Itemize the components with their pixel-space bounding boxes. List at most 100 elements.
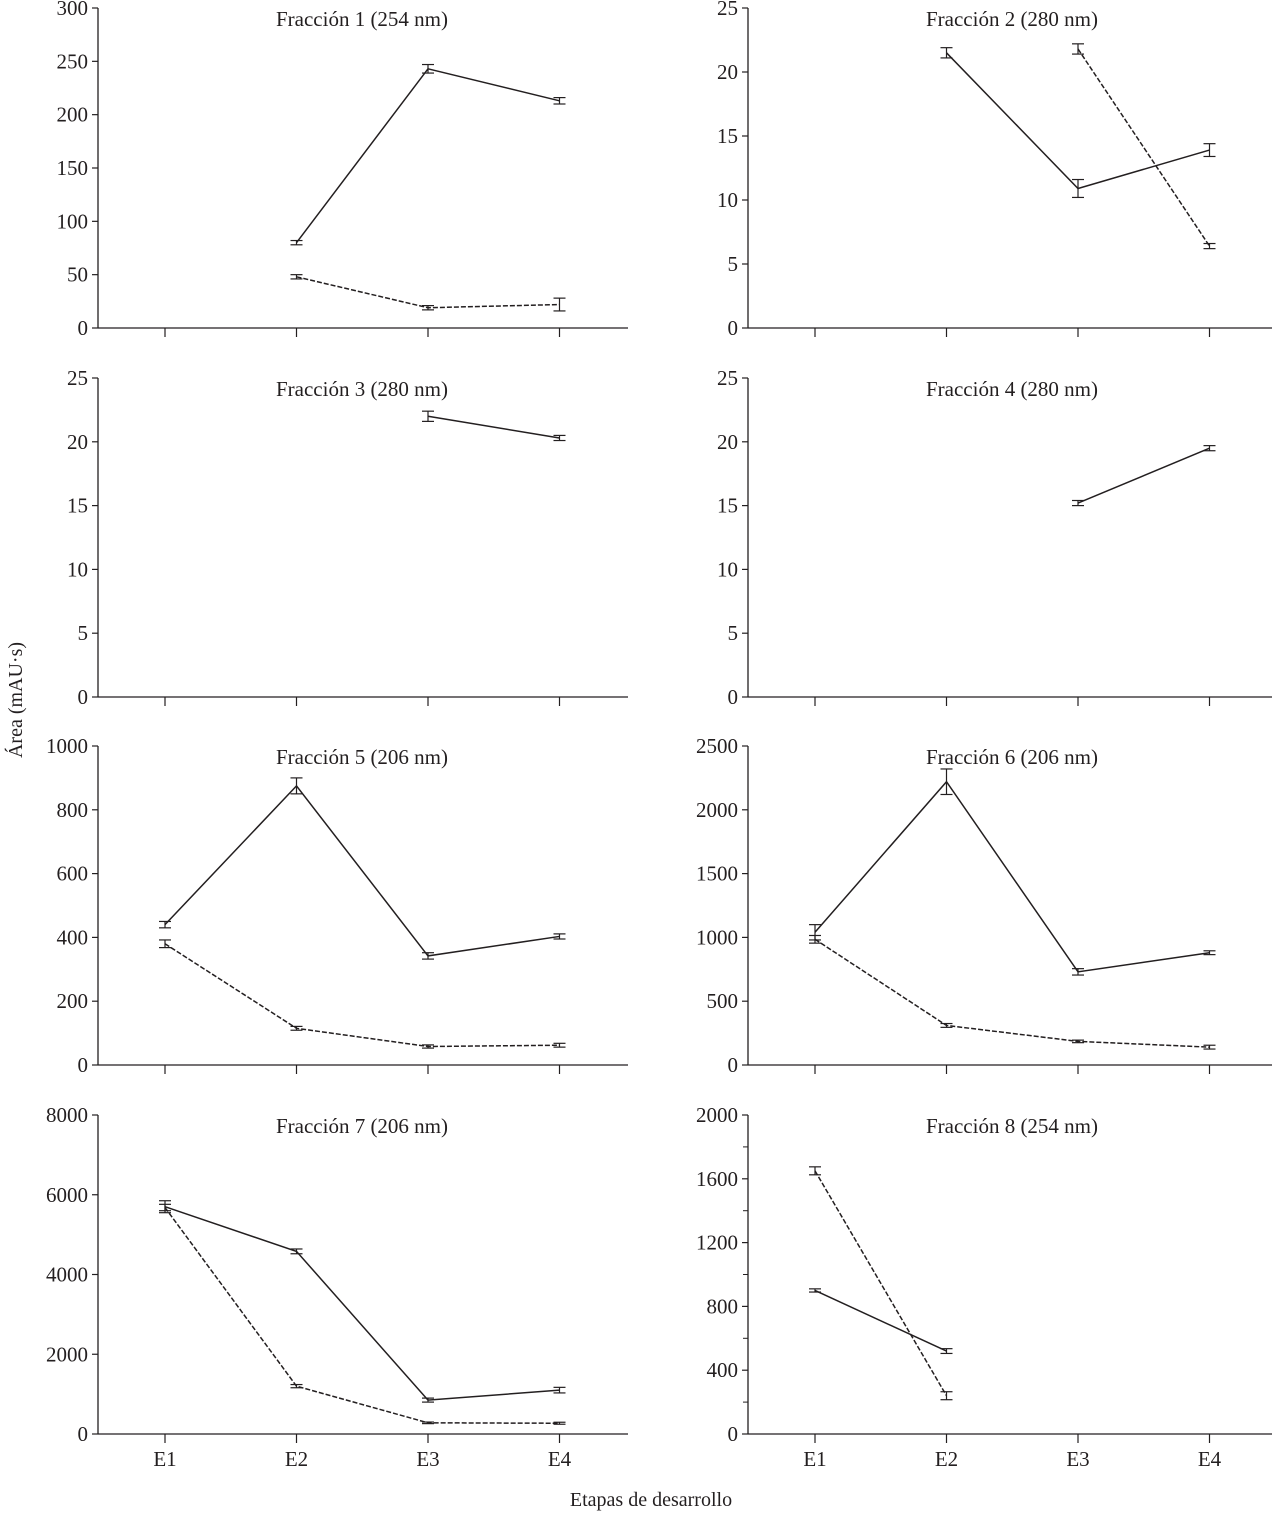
data-point-error-bar bbox=[553, 1042, 566, 1048]
series-line-dashed bbox=[1077, 48, 1211, 247]
panel-8: 0 400 800 1200 1600 2000 E1 E2 E3 E4 Fracción 8 (2… bbox=[696, 1103, 1272, 1471]
x-tick-label: E2 bbox=[285, 1447, 308, 1471]
data-point-error-bar bbox=[290, 274, 303, 280]
data-point-error-bar bbox=[940, 47, 953, 59]
data-point-error-bar bbox=[1072, 43, 1084, 55]
y-tick-label: 10 bbox=[717, 188, 738, 212]
x-tick-label: E1 bbox=[153, 1447, 176, 1471]
y-tick-label: 20 bbox=[717, 60, 738, 84]
panel-4: 0 5 10 15 20 25 Fracción 4 (280 nm) bbox=[717, 366, 1272, 709]
data-point-error-bar bbox=[553, 297, 566, 312]
data-point-error-bar bbox=[553, 1421, 566, 1425]
data-point-error-bar bbox=[422, 952, 434, 960]
series-line-solid bbox=[814, 1289, 947, 1352]
y-tick-label: 5 bbox=[728, 621, 739, 645]
y-tick-label: 2000 bbox=[696, 798, 738, 822]
data-point-error-bar bbox=[553, 96, 566, 105]
series-line-dashed bbox=[296, 276, 560, 309]
y-tick-label: 50 bbox=[67, 263, 88, 287]
series-line-solid bbox=[427, 415, 560, 439]
y-tick-label: 0 bbox=[728, 1422, 739, 1446]
y-tick-label: 100 bbox=[57, 209, 89, 233]
data-point-error-bar bbox=[159, 1203, 171, 1212]
y-tick-label: 15 bbox=[67, 494, 88, 518]
x-tick-label: E4 bbox=[1198, 1447, 1222, 1471]
panel-7: 0 2000 4000 6000 8000 E1 E2 E3 E4 Fracción 7 (206… bbox=[46, 1103, 628, 1471]
y-tick-label: 0 bbox=[78, 1053, 89, 1077]
panel-title: Fracción 7 (206 nm) bbox=[276, 1114, 448, 1138]
panel-5: 0 200 400 600 800 1000 Fracción 5 (206 nm) bbox=[46, 734, 628, 1077]
series-line-solid bbox=[945, 52, 1210, 190]
data-point-error-bar bbox=[940, 1391, 953, 1401]
series-line-solid bbox=[295, 67, 560, 244]
x-tick-label: E2 bbox=[935, 1447, 958, 1471]
y-tick-label: 250 bbox=[57, 49, 89, 73]
y-tick-label: 1000 bbox=[46, 734, 88, 758]
data-point-error-bar bbox=[1203, 242, 1216, 250]
y-tick-label: 800 bbox=[707, 1294, 739, 1318]
y-tick-label: 1000 bbox=[696, 925, 738, 949]
y-tick-label: 0 bbox=[728, 685, 739, 709]
y-tick-label: 600 bbox=[57, 862, 89, 886]
y-tick-label: 400 bbox=[57, 925, 89, 949]
x-tick-label: E1 bbox=[803, 1447, 826, 1471]
data-point-error-bar bbox=[422, 410, 434, 422]
y-tick-label: 10 bbox=[717, 557, 738, 581]
y-tick-label: 2500 bbox=[696, 734, 738, 758]
y-tick-label: 15 bbox=[717, 494, 738, 518]
data-point-error-bar bbox=[159, 939, 171, 949]
data-point-error-bar bbox=[1203, 445, 1216, 452]
y-tick-label: 10 bbox=[67, 557, 88, 581]
data-point-error-bar bbox=[290, 1025, 303, 1031]
data-point-error-bar bbox=[809, 1166, 821, 1176]
series-line-solid bbox=[814, 780, 1210, 973]
panel-title: Fracción 3 (280 nm) bbox=[276, 377, 448, 401]
y-tick-label: 4000 bbox=[46, 1263, 88, 1287]
series-line-dashed bbox=[814, 938, 1210, 1048]
panel-6: 0 500 1000 1500 2000 2500 Fracción 6 (206 nm) bbox=[696, 734, 1272, 1077]
x-tick-label: E3 bbox=[416, 1447, 439, 1471]
y-tick-label: 1500 bbox=[696, 862, 738, 886]
data-point-error-bar bbox=[940, 1022, 953, 1028]
data-point-error-bar bbox=[422, 1397, 434, 1403]
y-tick-label: 25 bbox=[67, 366, 88, 390]
y-tick-label: 20 bbox=[67, 430, 88, 454]
series-line-solid bbox=[164, 1206, 560, 1401]
y-axis-label: Área (mAU·s) bbox=[4, 642, 27, 758]
y-tick-label: 20 bbox=[717, 430, 738, 454]
y-tick-label: 400 bbox=[707, 1358, 739, 1382]
x-tick-label: E3 bbox=[1066, 1447, 1089, 1471]
y-tick-label: 0 bbox=[728, 1053, 739, 1077]
data-point-error-bar bbox=[1072, 1039, 1084, 1044]
data-point-error-bar bbox=[1072, 499, 1084, 507]
data-point-error-bar bbox=[159, 920, 171, 929]
panel-2: 0 5 10 15 20 25 Fracción 2 (280 nm) bbox=[717, 0, 1272, 340]
data-point-error-bar bbox=[1203, 143, 1216, 158]
data-point-error-bar bbox=[290, 1248, 303, 1255]
data-point-error-bar bbox=[940, 768, 953, 796]
y-tick-label: 25 bbox=[717, 0, 738, 20]
data-point-error-bar bbox=[422, 1421, 434, 1425]
data-point-error-bar bbox=[553, 933, 566, 940]
panel-1: 0 50 100 150 200 250 300 Fracción 1 (254 nm) bbox=[57, 0, 628, 340]
panel-title: Fracción 6 (206 nm) bbox=[926, 745, 1098, 769]
y-tick-label: 8000 bbox=[46, 1103, 88, 1127]
series-line-dashed bbox=[164, 943, 560, 1048]
y-tick-label: 1600 bbox=[696, 1167, 738, 1191]
y-tick-label: 6000 bbox=[46, 1183, 88, 1207]
data-point-error-bar bbox=[553, 1386, 566, 1394]
data-point-error-bar bbox=[290, 239, 303, 246]
panel-3: 0 5 10 15 20 25 Fracción 3 (280 nm) bbox=[67, 366, 628, 709]
x-tick-label: E4 bbox=[548, 1447, 572, 1471]
panel-title: Fracción 4 (280 nm) bbox=[926, 377, 1098, 401]
data-point-error-bar bbox=[1203, 1044, 1216, 1050]
y-tick-label: 2000 bbox=[46, 1342, 88, 1366]
data-point-error-bar bbox=[422, 1044, 434, 1049]
data-point-error-bar bbox=[809, 934, 821, 944]
data-point-error-bar bbox=[1203, 950, 1216, 956]
data-point-error-bar bbox=[422, 63, 434, 74]
y-tick-label: 1200 bbox=[696, 1231, 738, 1255]
y-tick-label: 2000 bbox=[696, 1103, 738, 1127]
